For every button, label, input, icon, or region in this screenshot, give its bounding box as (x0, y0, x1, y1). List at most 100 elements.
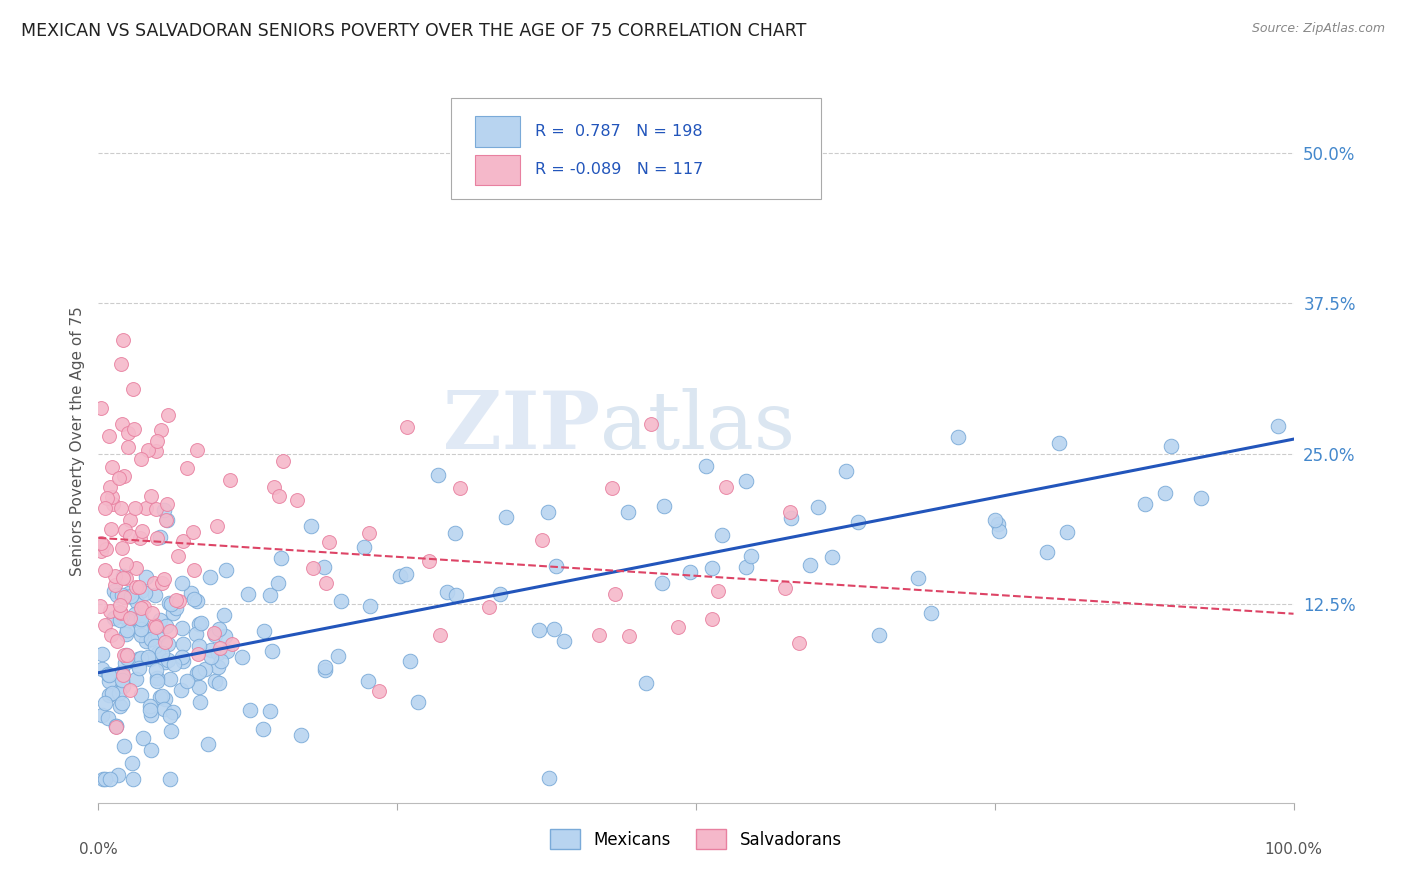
Point (103, 583, 125, 598)
Point (666, 620, 689, 634)
Point (149, 690, 172, 704)
Point (640, 417, 662, 431)
Point (186, 665, 208, 680)
Point (267, 576, 290, 591)
Point (356, 673, 378, 688)
Point (619, 629, 641, 643)
Point (157, 596, 180, 610)
Point (94, 500, 117, 515)
Point (695, 459, 717, 474)
Point (984, 513, 1007, 527)
Point (200, 650, 222, 665)
Point (112, 668, 135, 682)
Point (124, 500, 146, 515)
Point (157, 408, 180, 422)
Point (100, 772, 122, 786)
Point (208, 676, 231, 690)
Point (143, 589, 166, 603)
Point (359, 599, 381, 614)
Point (353, 541, 375, 555)
Point (149, 613, 172, 627)
Point (141, 606, 163, 620)
Point (215, 562, 238, 576)
FancyBboxPatch shape (475, 154, 520, 185)
Point (101, 490, 124, 504)
Point (209, 653, 232, 667)
Point (215, 644, 238, 658)
Point (679, 566, 702, 580)
Point (987, 516, 1010, 531)
Point (170, 649, 193, 664)
Point (117, 426, 139, 441)
Point (136, 650, 159, 665)
Point (104, 569, 127, 583)
Point (149, 530, 172, 544)
Point (301, 560, 323, 574)
Point (318, 534, 340, 549)
Point (139, 743, 162, 757)
Point (546, 559, 568, 574)
Point (207, 646, 229, 660)
Point (125, 595, 148, 609)
Point (111, 673, 134, 688)
Text: 100.0%: 100.0% (1264, 842, 1323, 856)
Point (90, 708, 112, 723)
Point (138, 703, 160, 717)
Point (529, 623, 551, 637)
Point (436, 584, 458, 599)
Point (112, 568, 135, 582)
Point (128, 607, 150, 622)
Point (165, 601, 187, 615)
Text: MEXICAN VS SALVADORAN SENIORS POVERTY OVER THE AGE OF 75 CORRELATION CHART: MEXICAN VS SALVADORAN SENIORS POVERTY OV… (21, 22, 807, 40)
Point (779, 511, 801, 525)
Point (105, 720, 128, 734)
Point (1047, 436, 1070, 450)
Point (117, 440, 139, 454)
Point (740, 549, 762, 563)
Point (219, 473, 242, 487)
Point (97, 674, 120, 689)
Point (98, 667, 121, 681)
Point (357, 525, 380, 540)
Point (98, 429, 121, 443)
Point (110, 357, 132, 371)
Point (89, 599, 111, 613)
Point (112, 648, 135, 662)
Point (159, 672, 181, 686)
Point (129, 601, 152, 615)
Point (236, 587, 259, 601)
Point (125, 580, 148, 594)
Point (159, 708, 181, 723)
Point (170, 683, 193, 698)
Point (145, 673, 167, 688)
Point (146, 434, 169, 448)
Point (145, 619, 167, 633)
Point (115, 627, 138, 641)
Point (267, 489, 290, 503)
Point (617, 505, 640, 519)
Point (194, 662, 217, 676)
Point (153, 635, 176, 649)
Point (143, 639, 166, 653)
Point (186, 443, 208, 458)
Point (143, 617, 166, 632)
Point (1154, 486, 1177, 500)
Point (395, 566, 418, 581)
Text: R =  0.787   N = 198: R = 0.787 N = 198 (534, 124, 702, 139)
Point (141, 632, 163, 646)
Point (105, 588, 128, 602)
Point (160, 724, 183, 739)
Point (90, 401, 112, 416)
Point (231, 649, 253, 664)
Point (444, 588, 467, 602)
Point (111, 609, 134, 624)
Point (208, 622, 231, 636)
Point (104, 719, 127, 733)
Point (553, 634, 575, 648)
Point (252, 624, 274, 639)
Point (172, 637, 194, 651)
Point (108, 605, 131, 619)
Point (536, 504, 558, 518)
Point (495, 510, 517, 524)
Point (207, 519, 229, 533)
